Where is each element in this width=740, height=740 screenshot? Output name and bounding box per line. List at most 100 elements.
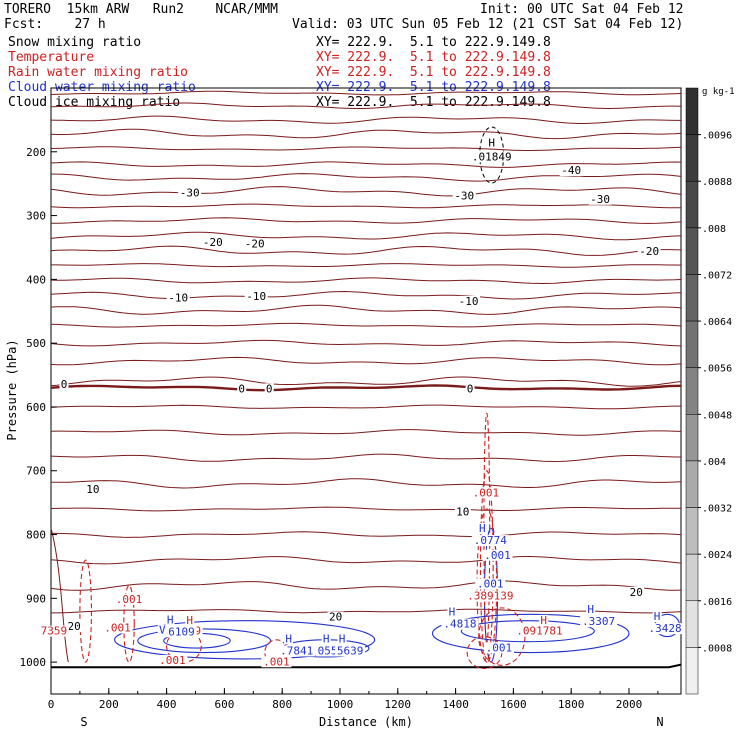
field-xy-cloud-ice: XY= 222.9. 5.1 to 222.9.149.8 [316,95,551,110]
cloud-water-contour [460,620,595,643]
isotherm-line [50,245,682,256]
temperature-label-bg [454,506,471,518]
axes: 0 200 400 600 800 1000 1200 1400 1600 1800 2000200… [20,146,659,711]
x-tick-label: 200 [99,698,119,711]
isotherm-line [50,339,682,347]
ice-label-bg [487,137,497,149]
field-name-temperature: Temperature [8,50,95,65]
rain-label-bg [464,590,516,602]
isotherm-line [50,102,682,110]
cloud-label: .6109 [162,625,195,638]
field-name-rain: Rain water mixing ratio [8,65,189,80]
cloud-label: V [159,623,166,636]
isotherm-line [50,429,682,436]
temperature-label: 10 [456,505,469,518]
temperature-label: 0 [238,382,245,395]
rain-label-bg [185,614,195,626]
temperature-label: -10 [459,295,479,308]
temperature-label: 10 [86,483,99,496]
cloud-label-bg [580,616,618,628]
ground-line [51,663,682,669]
rain-water-contour [479,470,494,663]
colorbar-tick-label: .0024 [702,550,732,561]
rain-label: H [186,614,193,627]
isotherm-line [50,161,682,168]
ice-label: H [488,136,495,149]
rain-label-bg [114,593,145,605]
colorbar-tick-label: .0088 [702,177,732,188]
cloud-high-marker: H [449,606,456,619]
temperature-label: -10 [246,290,266,303]
cloud-high-marker: H [654,610,661,623]
cloud-label: .001 [484,549,511,562]
temperature-label-bg [457,295,481,307]
isotherm-line [50,322,682,328]
rain-label-bg [513,625,565,637]
colorbar-tick-label: .0064 [702,317,732,328]
cloud-water-contour [114,620,376,660]
y-tick-label: 400 [26,273,46,286]
cloud-label-bg [159,626,197,638]
x-tick-label: 0 [48,698,55,711]
isotherm-line [50,290,682,300]
colorbar-swatch [685,507,699,555]
x-tick-label: 800 [272,698,292,711]
cloud-high-marker-bg [447,606,457,618]
isotherm-line [50,115,681,124]
temperature-label: -30 [590,193,610,206]
y-tick-label: 800 [26,529,46,542]
temperature-label-bg [178,187,202,199]
y-tick-label: 200 [26,146,46,159]
colorbar-swatch [685,600,699,648]
temperature-label: 20 [67,620,80,633]
cloud-label: .001 [477,577,504,590]
field-xy-snow: XY= 222.9. 5.1 to 222.9.149.8 [316,35,551,50]
x-tick-label: 600 [214,698,234,711]
isotherm-line [51,531,682,538]
cloud-label-bg [483,642,514,654]
ice-label: .01849 [472,150,512,163]
temperature-label: 20 [329,611,342,624]
rain-label: .001 [159,654,186,667]
isotherm-line [51,217,682,224]
field-xy-rain: XY= 222.9. 5.1 to 222.9.149.8 [316,65,551,80]
cloud-high-marker: H [479,522,486,535]
isotherm-line [50,404,681,410]
temperature-label-bg [264,383,274,395]
temperature-label: -30 [180,186,200,199]
temperature-label-bg [559,165,583,177]
colorbar-swatch [685,134,699,182]
init-time: Init: 00 UTC Sat 04 Feb 12 [480,2,684,17]
isotherm-line [51,263,682,268]
colorbar-swatch [685,87,699,135]
temperature-label-bg [66,621,83,633]
x-tick-label: 1000 [327,698,354,711]
cloud-label-bg [471,535,509,547]
temperature-label: -20 [245,237,265,250]
isotherm-zero-line [50,384,682,392]
cloud-high-marker-bg [337,633,347,645]
cloud-label: 5639 [337,644,364,657]
isotherm-line [50,203,682,209]
cloud-label: .3428 [649,622,682,635]
rain-water-contour [79,559,93,663]
colorbar-swatch [685,274,699,322]
temperature-label: -40 [561,164,581,177]
temperature-label-bg [628,586,645,598]
cloud-label-bg [482,549,513,561]
temperature-label-bg [59,378,69,390]
colorbar: .0096 .0088 .008 .0072 .0064 .0056 .0048 .004 .0… [685,87,735,695]
cloud-label: .4818 [443,618,476,631]
cloud-label: .001 [486,641,513,654]
rain-label: .001 [473,486,500,499]
cloud-high-marker-bg [321,633,331,645]
isotherm-line [50,478,682,489]
x-tick-label: 1800 [558,698,585,711]
isotherm-line [50,231,682,241]
temperature-label: -20 [203,236,223,249]
colorbar-tick-label: .008 [702,224,726,235]
colorbar-swatch [685,320,699,368]
colorbar-swatch [685,647,699,695]
cloud-label: .0774 [474,534,507,547]
